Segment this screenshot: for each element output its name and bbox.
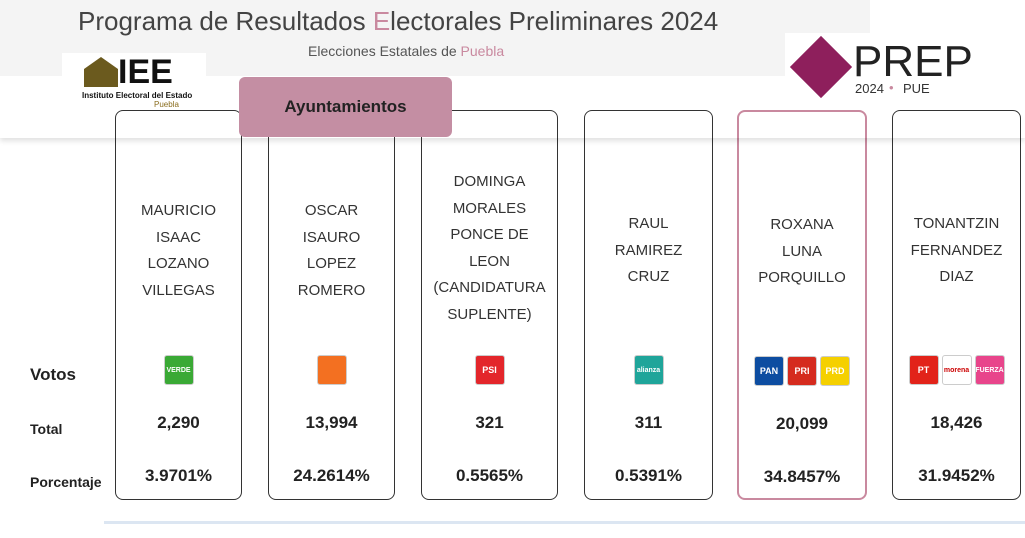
party-logo: PT: [908, 355, 939, 385]
party-logo: FUERZA: [974, 355, 1005, 385]
vote-total: 20,099: [776, 414, 828, 433]
logo-name: PREP: [853, 37, 973, 86]
row-label: Votos: [30, 365, 76, 384]
title-part: E: [372, 6, 391, 36]
name-line: FERNANDEZ: [910, 241, 1003, 259]
name-line: DIAZ: [939, 268, 974, 285]
name-line: OSCAR: [304, 202, 359, 219]
logo-place: Puebla: [154, 100, 179, 109]
vote-total: 311: [634, 413, 663, 432]
vote-total: 2,290: [157, 413, 200, 432]
name-line: ISAAC: [155, 228, 201, 246]
candidate-name: MAURICIO ISAAC LOZANO VILLEGAS: [116, 198, 241, 304]
subtitle-part: Puebla: [460, 43, 505, 59]
iee-logo: IEE Instituto Electoral del Estado Puebl…: [62, 53, 206, 119]
name-line: ROMERO: [297, 281, 366, 299]
subtitle-part: Elecciones Estatales de: [308, 43, 461, 59]
name-line: TONANTZIN: [913, 215, 1000, 232]
name-line: LEON: [469, 252, 510, 270]
candidate-card: ROXANA LUNA PORQUILLO PAN PRI PRD 20,099 34.845…: [737, 110, 867, 500]
party-logos: alianza: [585, 355, 712, 385]
vote-percent: 3.9701%: [144, 466, 213, 485]
candidate-name: DOMINGA MORALES PONCE DE LEON (CANDIDATURA SU…: [422, 169, 557, 328]
party-logo: PRD: [820, 356, 850, 386]
title-part: lectorales Preliminares 2024: [390, 6, 719, 36]
title-part: Programa de Resultados: [78, 6, 373, 36]
name-line: (CANDIDATURA: [433, 279, 546, 296]
subtitle: Elecciones Estatales de Puebla: [308, 43, 504, 59]
candidate-card: RAUL RAMIREZ CRUZ alianza 311 0.5391%: [584, 110, 713, 500]
party-logo: VERDE: [163, 355, 194, 385]
candidate-card: TONANTZIN FERNANDEZ DIAZ PT morena FUERZA 18,4…: [892, 110, 1021, 500]
vote-total: 321: [475, 413, 504, 432]
logo-year: 2024: [855, 81, 884, 96]
name-line: RAMIREZ: [614, 241, 683, 259]
name-line: PONCE DE: [450, 226, 529, 243]
name-line: CRUZ: [627, 268, 670, 285]
candidate-name: OSCAR ISAURO LOPEZ ROMERO: [269, 198, 394, 304]
party-logos: PSI: [422, 355, 557, 385]
name-line: LOPEZ: [306, 255, 357, 272]
title: Programa de Resultados Electorales Preli…: [78, 6, 718, 37]
prep-logo: PREP 2024 • PUE: [785, 33, 995, 109]
name-line: RAUL: [628, 215, 669, 232]
party-logos: PT morena FUERZA: [893, 355, 1020, 385]
candidate-card: OSCAR ISAURO LOPEZ ROMERO 13,994 24.2614%: [268, 110, 395, 500]
party-logo: PAN: [754, 356, 784, 386]
logo-caption: Instituto Electoral del Estado: [82, 91, 193, 100]
party-logo: alianza: [633, 355, 664, 385]
candidate-card: MAURICIO ISAAC LOZANO VILLEGAS VERDE 2,290 3.9…: [115, 110, 242, 500]
vote-percent: 24.2614%: [293, 466, 370, 485]
party-logo: PSI: [474, 355, 505, 385]
party-logos: PAN PRI PRD: [739, 356, 865, 386]
party-logos: VERDE: [116, 355, 241, 385]
candidate-card: DOMINGA MORALES PONCE DE LEON (CANDIDATURA SU…: [421, 110, 558, 500]
name-line: MAURICIO: [141, 202, 216, 219]
name-line: LOZANO: [147, 255, 210, 272]
logo-name: IEE: [118, 53, 173, 91]
candidate-name: TONANTZIN FERNANDEZ DIAZ: [893, 211, 1020, 291]
name-line: ISAURO: [302, 228, 361, 246]
candidate-name: RAUL RAMIREZ CRUZ: [585, 211, 712, 291]
row-label: Total: [30, 421, 63, 437]
candidate-name: ROXANA LUNA PORQUILLO: [739, 212, 865, 292]
vote-percent: 0.5565%: [455, 466, 524, 485]
party-logo: morena: [941, 355, 972, 385]
name-line: SUPLENTE): [447, 305, 532, 323]
row-label: Porcentaje: [30, 474, 102, 490]
vote-total: 18,426: [930, 413, 983, 432]
party-logo: PRI: [787, 356, 817, 386]
name-line: VILLEGAS: [142, 281, 215, 299]
party-logo: [316, 355, 347, 385]
name-line: MORALES: [452, 199, 527, 217]
vote-percent: 34.8457%: [763, 467, 841, 486]
name-line: ROXANA: [770, 216, 834, 233]
vote-percent: 31.9452%: [918, 466, 995, 485]
logo-place: PUE: [903, 81, 930, 96]
name-line: PORQUILLO: [758, 269, 846, 286]
vote-percent: 0.5391%: [614, 466, 683, 485]
name-line: LUNA: [781, 242, 822, 260]
tab-ayuntamientos[interactable]: Ayuntamientos: [239, 77, 452, 137]
vote-total: 13,994: [305, 413, 358, 432]
bottom-rule: [104, 521, 1025, 524]
party-logos: [269, 355, 394, 385]
name-line: DOMINGA: [453, 173, 526, 190]
